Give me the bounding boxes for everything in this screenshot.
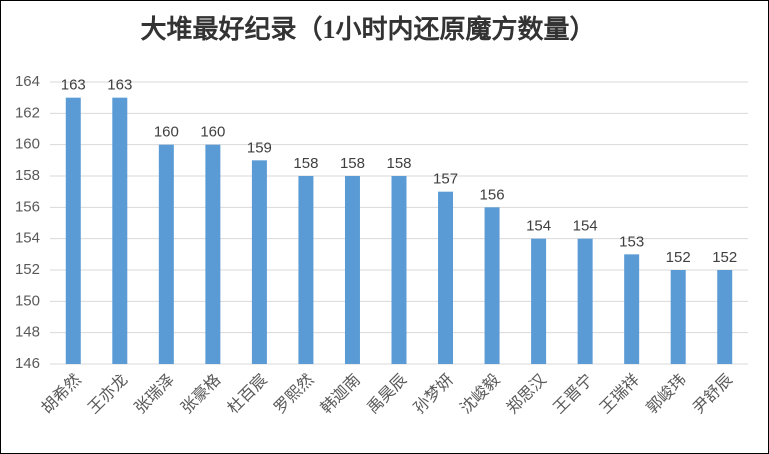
chart-title: 大堆最好纪录（1小时内还原魔方数量） [140,14,595,44]
data-label: 154 [526,218,551,235]
y-tick-label: 160 [15,136,40,153]
bar [577,238,593,364]
y-tick-label: 152 [15,261,40,278]
bar [158,144,174,364]
data-label: 154 [573,218,598,235]
y-tick-label: 146 [15,355,40,372]
y-tick-label: 154 [15,230,40,247]
y-tick-label: 148 [15,324,40,341]
bar [298,176,314,364]
data-label: 158 [340,155,365,172]
bar [391,176,407,364]
data-label: 160 [200,124,225,141]
y-tick-label: 150 [15,292,40,309]
bar [65,97,81,365]
data-label: 163 [61,77,86,94]
bar [624,254,640,364]
bar [484,207,500,364]
data-label: 158 [386,155,411,172]
data-label: 157 [433,171,458,188]
data-label: 163 [107,77,132,94]
data-label: 159 [247,139,272,156]
bar [112,97,128,365]
bar [670,270,686,364]
bar [251,160,267,364]
bar [717,270,733,364]
data-label: 158 [293,155,318,172]
data-label: 156 [480,186,505,203]
data-label: 152 [712,249,737,266]
y-tick-label: 156 [15,198,40,215]
y-tick-label: 162 [15,104,40,121]
bar [344,176,360,364]
data-label: 160 [154,124,179,141]
bar [438,191,454,364]
bar [205,144,221,364]
data-label: 152 [666,249,691,266]
y-tick-label: 158 [15,167,40,184]
bar [531,238,547,364]
data-label: 153 [619,233,644,250]
y-tick-label: 164 [15,73,40,90]
